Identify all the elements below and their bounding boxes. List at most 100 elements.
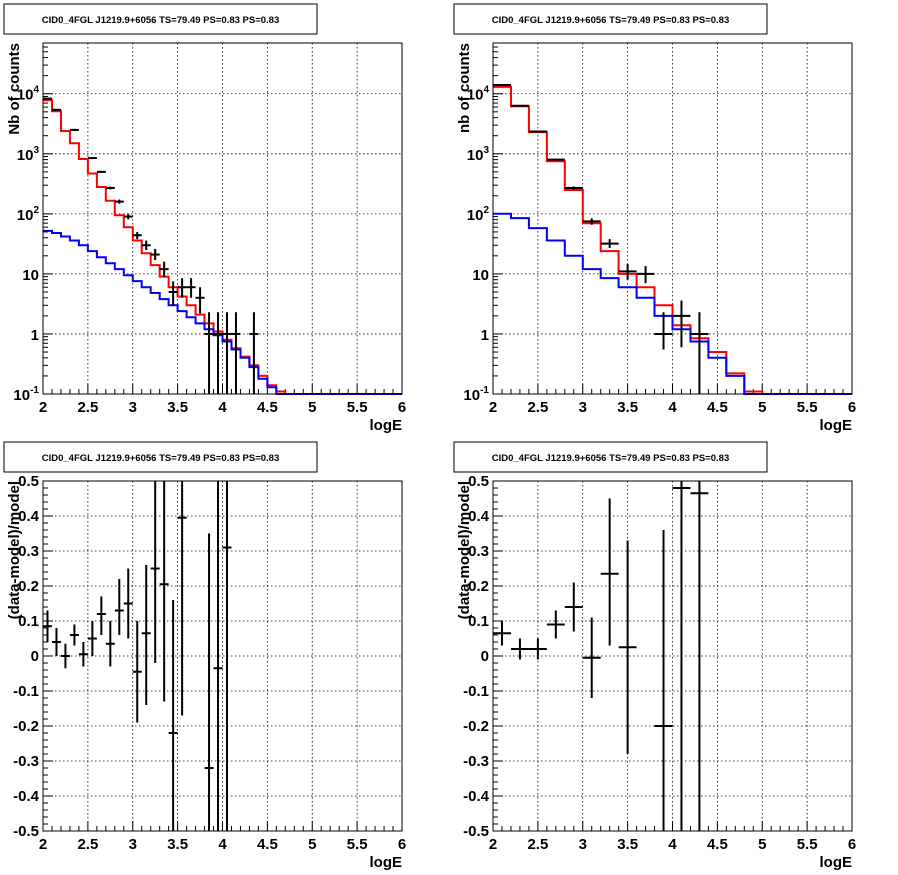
y-tick-label: 10 xyxy=(472,267,489,284)
x-axis-title: logE xyxy=(370,854,403,871)
y-tick-label: 104 xyxy=(17,85,40,104)
data-point xyxy=(150,248,160,261)
chart-title: CID0_4FGL J1219.9+6056 TS=79.49 PS=0.83 … xyxy=(492,453,730,464)
x-tick-label: 5 xyxy=(308,399,316,416)
plot-frame xyxy=(492,480,853,832)
x-tick-label: 4 xyxy=(218,399,227,416)
y-tick-label: 0 xyxy=(481,648,489,665)
data-point xyxy=(654,312,673,350)
x-tick-label: 5 xyxy=(758,399,766,416)
title-box xyxy=(3,441,318,473)
data-point xyxy=(114,579,124,635)
data-point xyxy=(672,481,691,831)
y-tick-label: 0 xyxy=(31,648,39,665)
x-tick-label: 2 xyxy=(489,399,497,416)
x-tick-label: 5 xyxy=(308,836,316,853)
x-tick-label: 5.5 xyxy=(797,836,818,853)
y-tick-label: 103 xyxy=(467,145,490,164)
y-axis-title: nb of counts xyxy=(456,43,473,133)
x-tick-label: 2.5 xyxy=(527,399,548,416)
x-tick-label: 2 xyxy=(39,399,47,416)
panel-bottom-left: CID0_4FGL J1219.9+6056 TS=79.49 PS=0.83 … xyxy=(3,441,406,871)
y-tick-label: 1 xyxy=(31,327,39,344)
x-tick-label: 3.5 xyxy=(617,399,638,416)
data-point xyxy=(249,312,259,394)
data-point xyxy=(213,312,223,394)
x-tick-label: 3 xyxy=(579,836,587,853)
data-point xyxy=(105,621,115,667)
data-point xyxy=(510,104,529,107)
data-point xyxy=(618,264,637,280)
data-point xyxy=(546,610,565,639)
data-point xyxy=(564,582,583,632)
data-point xyxy=(96,596,106,635)
data-point xyxy=(150,481,160,663)
x-tick-label: 4 xyxy=(218,836,227,853)
x-tick-label: 4.5 xyxy=(707,836,728,853)
x-tick-label: 4.5 xyxy=(257,399,278,416)
data-point xyxy=(168,281,178,306)
data-point xyxy=(493,621,511,646)
data-point xyxy=(96,170,106,173)
data-point xyxy=(564,186,583,190)
y-tick-label: 0.4 xyxy=(18,508,40,525)
x-axis-title: logE xyxy=(820,417,853,434)
y-tick-label: 104 xyxy=(467,85,490,104)
data-point xyxy=(43,610,52,642)
y-tick-label: 0.1 xyxy=(468,613,489,630)
data-point xyxy=(141,240,151,251)
data-point xyxy=(690,312,709,394)
data-point xyxy=(528,638,547,660)
data-point xyxy=(510,638,529,660)
data-point xyxy=(123,568,133,639)
y-tick-label: -0.4 xyxy=(463,788,490,805)
chart-title: CID0_4FGL J1219.9+6056 TS=79.49 PS=0.83 … xyxy=(42,15,280,26)
y-tick-label: 0.2 xyxy=(18,578,39,595)
data-point xyxy=(600,498,619,646)
data-point xyxy=(132,231,142,240)
y-tick-label: -0.3 xyxy=(13,753,39,770)
x-tick-label: 3.5 xyxy=(617,836,638,853)
y-tick-label: 10-1 xyxy=(463,385,489,404)
y-tick-label: -0.4 xyxy=(13,788,40,805)
data-point xyxy=(123,213,133,220)
data-point xyxy=(132,621,142,723)
plot-frame xyxy=(492,42,853,395)
data-point xyxy=(105,186,115,190)
data-point xyxy=(159,481,169,702)
x-tick-label: 4.5 xyxy=(257,836,278,853)
x-tick-label: 5 xyxy=(758,836,766,853)
y-axis-title: (data-model)/model xyxy=(6,481,23,619)
y-axis-title: Nb of counts xyxy=(6,43,23,135)
y-tick-label: -0.5 xyxy=(13,823,39,840)
y-tick-label: 0.5 xyxy=(468,473,489,490)
y-tick-label: 102 xyxy=(467,205,490,224)
plot-frame xyxy=(42,480,403,832)
data-point xyxy=(222,481,232,831)
data-point xyxy=(69,128,79,131)
data-point xyxy=(222,312,232,394)
histogram-red xyxy=(493,85,852,395)
x-tick-label: 6 xyxy=(848,836,856,853)
data-point xyxy=(618,540,637,754)
title-box xyxy=(453,3,768,35)
x-tick-label: 2.5 xyxy=(77,399,98,416)
x-axis-title: logE xyxy=(820,854,853,871)
data-point xyxy=(51,108,61,111)
y-tick-label: 0.5 xyxy=(18,473,39,490)
x-tick-label: 5.5 xyxy=(797,399,818,416)
x-tick-label: 2.5 xyxy=(77,836,98,853)
title-box xyxy=(453,441,768,473)
data-point xyxy=(600,239,619,248)
data-point xyxy=(69,624,79,646)
data-point xyxy=(582,218,601,225)
y-tick-label: 0.3 xyxy=(468,543,489,560)
x-tick-label: 4 xyxy=(668,399,677,416)
data-point xyxy=(177,278,187,298)
data-point xyxy=(582,617,601,698)
data-point xyxy=(204,312,214,394)
data-point xyxy=(60,643,70,669)
y-tick-label: 1 xyxy=(481,327,489,344)
x-tick-label: 6 xyxy=(398,836,406,853)
